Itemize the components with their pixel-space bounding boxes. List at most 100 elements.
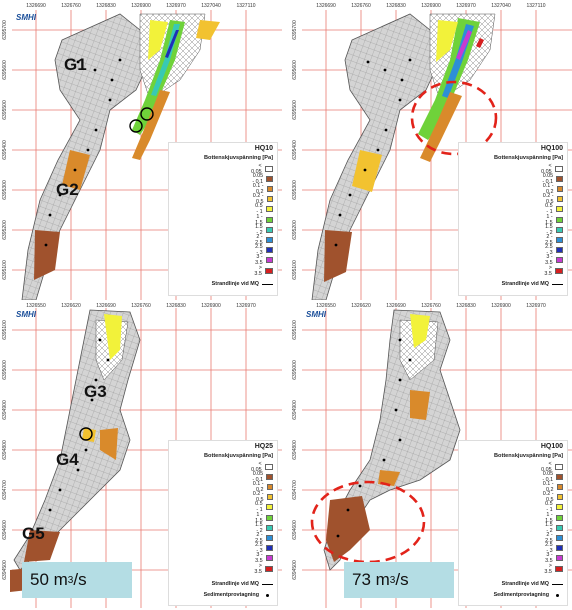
legend-color-swatch [265, 524, 273, 531]
x-tick: 1326620 [61, 303, 81, 309]
legend-class-row: 2.5 - 3 [543, 244, 563, 256]
flow-value: 73 m [352, 570, 390, 589]
legend-class-label: 3 - 3.5 [255, 254, 263, 267]
x-tick: 1326830 [456, 303, 476, 309]
highlight-ellipse [310, 480, 426, 564]
y-tick: 6395100 [2, 260, 8, 280]
legend-color-swatch [555, 236, 563, 243]
y-tick: 6394900 [292, 400, 298, 420]
y-axis-ticks: 6395100 6395000 6394900 6394800 6394700 … [290, 300, 302, 608]
legend-class-label: > 3.5 [544, 264, 552, 277]
legend-color-swatch [555, 504, 563, 511]
legend-class-row: 2.5 - 3 [253, 244, 273, 257]
y-tick: 6394700 [292, 480, 298, 500]
legend-class-label: 2.5 - 3 [255, 542, 263, 555]
legend-class-label: 2 - 2.5 [545, 233, 553, 246]
legend-class-row: 1.5 - 2 [253, 521, 273, 534]
legend-title: HQ25 [254, 443, 273, 450]
legend-color-swatch [556, 185, 563, 192]
legend-class-row: 1.5 - 2 [253, 224, 273, 236]
legend-class-label: 1.5 - 2 [545, 521, 553, 534]
legend-class-label: 0.05 - 0.1 [252, 470, 264, 483]
map-panel-hq10: 1326690 1326760 1326830 1326900 1326970 … [0, 0, 282, 300]
y-tick: 6395200 [2, 220, 8, 240]
x-tick: 1326900 [491, 303, 511, 309]
legend-class-label: 2.5 - 3 [255, 244, 263, 257]
legend-class-label: 3 - 3.5 [545, 254, 553, 267]
legend-color-swatch [556, 473, 563, 480]
legend-color-swatch [266, 494, 273, 501]
legend-class-label: 2 - 2.5 [255, 531, 263, 544]
legend-color-swatch [556, 196, 563, 203]
legend-class-row: < 0.05 [540, 162, 563, 175]
legend-color-swatch [266, 196, 273, 203]
legend-class-row: 0.5 - 1 [543, 501, 563, 513]
legend-class-row: 2.5 - 3 [253, 542, 273, 555]
x-tick: 1327110 [526, 3, 546, 9]
map-panel-hq100-top: 1326690 1326760 1326830 1326900 1326970 … [290, 0, 572, 300]
y-tick: 6394600 [292, 520, 298, 540]
legend-class-row: 0.1 - 0.2 [543, 481, 563, 493]
legend-class-label: 0.05 - 0.1 [542, 172, 554, 185]
x-axis-ticks: 1326690 1326760 1326830 1326900 1326970 … [0, 0, 282, 12]
x-tick: 1326830 [386, 3, 406, 9]
flow-rate-box: 50 m 3/s [22, 562, 132, 598]
legend-class-label: 0.5 - 1 [255, 501, 263, 514]
x-tick: 1326690 [386, 303, 406, 309]
legend-class-row: 0.1 - 0.2 [252, 182, 273, 195]
legend-color-swatch [555, 555, 563, 562]
legend-color-swatch [265, 236, 273, 243]
legend-color-swatch [265, 504, 273, 511]
legend-class-label: 1.5 - 2 [255, 521, 263, 534]
y-tick: 6394700 [2, 480, 8, 500]
flow-unit: /s [395, 570, 409, 589]
legend-color-swatch [265, 555, 273, 562]
y-tick: 6394900 [2, 400, 8, 420]
area-label-g2: G2 [56, 180, 79, 199]
legend-class-row: 0.5 - 1 [253, 203, 273, 215]
legend-color-swatch [265, 545, 273, 552]
area-label-g3: G3 [84, 382, 107, 401]
legend-class-row: 2 - 2.5 [543, 532, 563, 544]
smhi-logo: SMHI [306, 310, 326, 319]
y-tick: 6395700 [2, 20, 8, 40]
x-tick: 1326900 [421, 3, 441, 9]
legend-class-row: 2 - 2.5 [543, 233, 563, 246]
x-tick: 1326830 [96, 3, 116, 9]
legend-class-row: 0.1 - 0.2 [543, 183, 563, 195]
legend-hq100-top: HQ100 Bottenskjuvspänning [Pa] < 0.05 0.0… [458, 142, 568, 296]
legend-class-row: 0.05 - 0.1 [250, 172, 273, 185]
y-tick: 6395000 [292, 360, 298, 380]
legend-hq10: HQ10 Bottenskjuvspänning [Pa] < 0.05 0.05… [168, 142, 278, 296]
legend-class-label: 2.5 - 3 [545, 542, 553, 555]
y-tick: 6394600 [2, 520, 8, 540]
map-canvas-hq10 [12, 10, 282, 300]
legend-class-label: 0.05 - 0.1 [252, 172, 264, 185]
legend-class-row: 0.2 - 0.5 [543, 491, 563, 503]
legend-class-label: 0.1 - 0.2 [252, 182, 264, 195]
y-tick: 6395400 [2, 140, 8, 160]
legend-class-row: 0.5 - 1 [543, 203, 563, 215]
legend-class-row: 2.5 - 3 [543, 542, 563, 555]
x-tick: 1326760 [131, 303, 151, 309]
legend-class-row: 1 - 1.5 [253, 214, 273, 226]
y-tick: 6395600 [2, 60, 8, 80]
legend-color-swatch [265, 226, 273, 233]
legend-class-row: 3 - 3.5 [543, 552, 563, 564]
smhi-logo: SMHI [16, 13, 36, 22]
x-tick: 1326830 [166, 303, 186, 309]
x-tick: 1326970 [456, 3, 476, 9]
legend-class-row: 1 - 1.5 [253, 512, 273, 524]
legend-class-label: < 0.05 [541, 162, 552, 175]
legend-color-swatch [266, 473, 273, 480]
legend-class-label: 1 - 1.5 [545, 511, 553, 524]
legend-class-label: < 0.05 [251, 460, 262, 473]
x-tick: 1326620 [351, 303, 371, 309]
map-panel-hq25: 1326550 1326620 1326690 1326760 1326830 … [0, 300, 282, 608]
map-canvas-hq100-bottom [302, 308, 572, 608]
legend-color-swatch [265, 216, 273, 223]
legend-class-label: 3 - 3.5 [255, 552, 263, 565]
legend-shoreline: Strandlinje vid MQ [212, 281, 273, 287]
legend-class-row: 0.05 - 0.1 [250, 470, 273, 483]
legend-class-row: 0.1 - 0.2 [253, 481, 273, 493]
